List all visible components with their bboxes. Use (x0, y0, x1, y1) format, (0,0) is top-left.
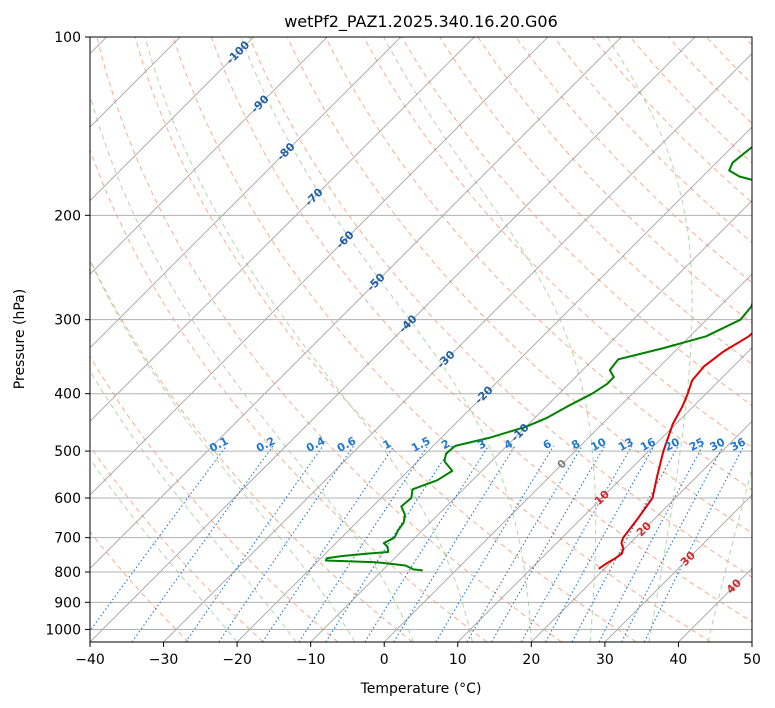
x-tick-label: 10 (449, 652, 467, 668)
y-tick-label: 700 (54, 531, 81, 547)
mixing-ratio-label: 13 (616, 435, 636, 454)
mixing-ratio-label: 10 (589, 435, 609, 454)
dry-adiabat-line (210, 37, 752, 623)
isobar-grid (90, 214, 752, 630)
x-tick-label: 30 (596, 652, 614, 668)
isotherm-line (90, 37, 402, 349)
plot-frame (89, 36, 753, 643)
y-tick-label: 900 (54, 595, 81, 611)
mixing-ratio-line (262, 445, 395, 642)
dry-adiabat-line (90, 258, 413, 642)
moist-adiabat-line (606, 37, 693, 642)
mixing-ratio-line (435, 445, 555, 642)
x-tick-label: 40 (670, 652, 688, 668)
moist-adiabat-line (90, 458, 238, 642)
moist-adiabat-line (144, 37, 473, 642)
isotherm-line (90, 37, 696, 642)
y-tick-label: 600 (54, 491, 81, 507)
dry-adiabats (90, 37, 752, 642)
mixing-ratio-line (545, 445, 655, 642)
isotherm-line (90, 37, 254, 202)
mixing-ratio-labels: 0.1 0.2 0.4 0.6 1 1.5 2 3 4 6 8 10 13 16 20 25 30 36 (207, 434, 748, 455)
dry-adiabat-line (90, 355, 339, 642)
isotherm-line (163, 52, 752, 642)
mixing-ratio-label: 16 (638, 435, 658, 454)
mixing-ratio-line (393, 445, 516, 642)
isotherm-line (383, 273, 752, 642)
x-axis-title: Temperature (°C) (360, 681, 482, 697)
background-lines: -100-90-80-70-60-50-40-30-20-10010203040… (90, 37, 752, 642)
temperature-line (598, 332, 752, 570)
dry-adiabat-line (363, 37, 752, 449)
mixing-ratio-line (521, 445, 633, 642)
isotherm-lines (90, 37, 752, 642)
dry-adiabat-line (439, 37, 752, 365)
x-axis: −40 −30 −20 −10 0 10 20 30 40 50 (75, 642, 761, 668)
isotherm-line (604, 494, 752, 642)
isotherm-line (236, 126, 752, 642)
mixing-ratio-line (643, 445, 745, 642)
y-tick-label: 800 (54, 565, 81, 581)
dry-adiabat-line (286, 37, 752, 534)
dry-adiabat-line (96, 37, 562, 642)
isotherm-line (90, 37, 475, 422)
moist-adiabat-line (90, 369, 297, 642)
dry-adiabat-line (90, 530, 190, 642)
dry-adiabat-line (325, 37, 752, 491)
moist-adiabat-line (90, 259, 356, 642)
y-tick-label: 400 (54, 387, 81, 403)
x-tick-label: 50 (743, 652, 761, 668)
y-tick-label: 200 (54, 208, 81, 224)
moist-adiabat-line (383, 37, 597, 642)
sounding-series (324, 145, 752, 572)
plot-area (90, 37, 752, 642)
isotherm-line (90, 37, 622, 570)
mixing-ratio-line (466, 445, 583, 642)
mixing-ratio-lines (90, 445, 745, 642)
mixing-ratio-line (325, 445, 453, 642)
mixing-ratio-line (364, 445, 489, 642)
dewpoint-line (324, 145, 752, 572)
y-tick-label: 300 (54, 313, 81, 329)
x-tick-label: −40 (75, 652, 105, 668)
moist-adiabat-line (240, 37, 532, 642)
y-tick-label: 500 (54, 444, 81, 460)
x-tick-label: 20 (522, 652, 540, 668)
isotherm-line (531, 420, 752, 642)
mixing-ratio-line (131, 445, 274, 642)
isotherm-line (457, 347, 752, 642)
isotherm-line (90, 37, 328, 275)
x-tick-label: −10 (296, 652, 326, 668)
isotherm-line (90, 37, 549, 496)
mixing-ratio-label: 30 (708, 435, 728, 454)
dry-adiabat-line (401, 37, 752, 407)
dry-adiabat-line (134, 37, 637, 642)
mixing-ratio-label: 36 (728, 435, 748, 454)
x-tick-label: −20 (222, 652, 252, 668)
y-tick-label: 1000 (45, 622, 81, 638)
y-axis: 100 200 300 400 500 600 700 800 900 1000 (45, 30, 90, 638)
moist-adiabats (90, 37, 752, 642)
isotherm-line (310, 200, 752, 642)
mixing-ratio-label: 20 (662, 435, 682, 454)
y-tick-label: 100 (54, 30, 81, 46)
mixing-ratio-line (185, 445, 324, 642)
mixing-ratio-line (621, 445, 724, 642)
mixing-ratio-line (298, 445, 429, 642)
x-tick-label: 0 (380, 652, 389, 668)
mixing-ratio-line (218, 445, 355, 642)
chart-title: wetPf2_PAZ1.2025.340.16.20.G06 (284, 12, 558, 32)
x-tick-label: −30 (149, 652, 179, 668)
dry-adiabat-line (248, 37, 752, 578)
mixing-ratio-label: 25 (687, 435, 707, 454)
y-axis-title: Pressure (hPa) (12, 289, 28, 389)
